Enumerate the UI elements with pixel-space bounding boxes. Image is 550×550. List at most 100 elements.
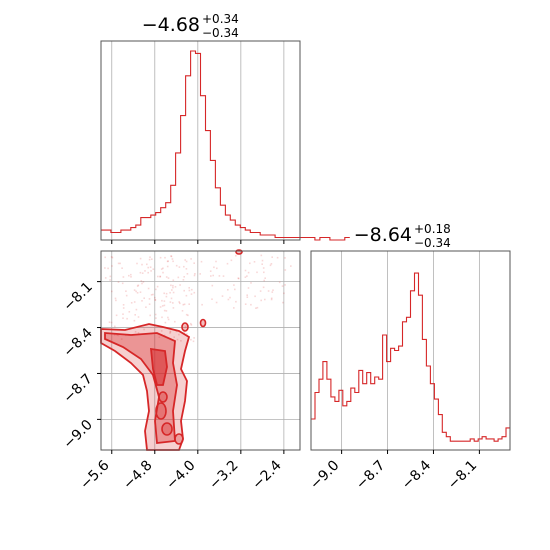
contour-sample-point — [147, 266, 149, 269]
contour-sample-point — [155, 317, 157, 319]
contour-sample-point — [190, 338, 192, 341]
contour-sample-point — [244, 269, 247, 272]
contour-island — [158, 391, 168, 403]
contour-sample-point — [221, 295, 224, 297]
contour-sample-point — [174, 320, 176, 323]
contour-sample-point — [164, 256, 166, 259]
histogram-panel-2: −9.0 −8.7 −8.4 −8.1 −8.64 +0.18 −0.34 — [307, 222, 511, 493]
contour-sample-point — [167, 260, 169, 262]
histogram-2-bin — [359, 370, 363, 450]
histogram-2-bin — [379, 379, 383, 450]
contour-sample-point — [178, 333, 180, 336]
contour-sample-point — [150, 294, 153, 296]
contour-sample-point — [264, 298, 266, 301]
histogram-2-bin — [438, 415, 442, 450]
contour-sample-point — [216, 267, 218, 270]
contour-sample-point — [227, 298, 230, 301]
contour-sample-point — [172, 307, 175, 309]
histogram-2-bin — [474, 441, 478, 450]
contour-sample-point — [104, 256, 106, 259]
histogram-2-bin — [506, 428, 510, 450]
histogram-1-bin — [176, 153, 181, 240]
histogram-2-bin — [490, 439, 494, 450]
contour-sample-point — [261, 263, 263, 265]
contour-sample-point — [159, 256, 162, 259]
histogram-1-bin — [235, 225, 240, 240]
histogram-1-bin — [101, 230, 106, 240]
contour-sample-point — [250, 303, 252, 306]
histogram-1-bin — [161, 208, 166, 240]
histogram-2-bin — [442, 432, 446, 450]
contour-sample-point — [190, 322, 192, 325]
contour-sample-point — [122, 276, 125, 278]
contour-sample-point — [229, 296, 231, 299]
histogram-1-bin — [141, 218, 146, 240]
contour-sample-point — [135, 290, 137, 293]
histogram-1-bin — [255, 233, 260, 240]
contour-sample-point — [116, 334, 118, 336]
contour-sample-point — [176, 338, 179, 341]
contour-sample-point — [159, 275, 162, 278]
contour-sample-point — [111, 265, 113, 267]
contour-sample-point — [125, 294, 128, 297]
contour-sample-point — [200, 260, 203, 263]
contour-sample-point — [185, 313, 188, 316]
contour-x-tick-label: −2.4 — [249, 457, 284, 492]
contour-sample-point — [276, 256, 279, 259]
contour-sample-point — [238, 277, 240, 280]
contour-sample-point — [183, 303, 186, 306]
histogram-2-title-value: −8.64 — [354, 224, 412, 246]
contour-sample-point — [193, 274, 196, 277]
contour-sample-point — [183, 331, 186, 334]
contour-sample-point — [149, 314, 151, 317]
histogram-2-bin — [399, 346, 403, 450]
contour-sample-point — [143, 328, 145, 331]
histogram-2-bin — [383, 335, 387, 450]
contour-sample-point — [125, 290, 127, 292]
contour-sample-point — [262, 267, 265, 269]
contour-sample-point — [182, 303, 185, 306]
contour-sample-point — [128, 311, 131, 313]
contour-sample-point — [152, 268, 155, 270]
histogram-1-bin — [210, 160, 215, 240]
contour-sample-point — [182, 279, 185, 281]
histogram-2-bin — [343, 406, 347, 450]
histogram-2-title: −8.64 +0.18 −0.34 — [354, 222, 451, 250]
contour-sample-point — [110, 256, 113, 258]
contour-sample-point — [215, 260, 217, 263]
contour-sample-point — [183, 329, 186, 331]
contour-sample-point — [181, 310, 184, 312]
histogram-1-grid — [111, 41, 285, 240]
histogram-1-step-line — [101, 50, 350, 241]
contour-sample-point — [179, 284, 181, 286]
contour-sample-point — [149, 256, 151, 258]
histogram-1-bin — [225, 215, 230, 240]
histogram-2-bin — [315, 393, 319, 450]
contour-sample-point — [144, 270, 146, 272]
histogram-1-bin — [126, 230, 131, 240]
histogram-2-steps — [311, 272, 510, 450]
contour-sample-point — [179, 302, 181, 305]
contour-sample-point — [260, 254, 263, 257]
contour-sample-point — [209, 270, 212, 272]
histogram-2-bin — [367, 373, 371, 450]
contour-sample-point — [178, 266, 181, 268]
contour-sample-point — [158, 336, 161, 338]
contour-sample-point — [162, 267, 164, 270]
contour-x-tick-label: −4.0 — [163, 458, 198, 493]
histogram-2-bin — [331, 397, 335, 450]
histogram-1-bin — [230, 220, 235, 240]
contour-sample-point — [117, 262, 120, 265]
contour-sample-point — [175, 330, 178, 333]
contour-sample-point — [247, 287, 250, 289]
contour-sample-point — [148, 303, 151, 305]
contour-sample-point — [139, 271, 142, 274]
contour-sample-point — [227, 289, 229, 291]
histogram-2-x-tick-label: −8.1 — [445, 458, 480, 493]
contour-sample-point — [151, 258, 153, 260]
contour-sample-point — [159, 306, 162, 308]
histogram-1-ticks — [111, 240, 285, 244]
contour-sample-point — [154, 296, 156, 299]
histogram-2-bin — [363, 384, 367, 450]
contour-sample-point — [211, 284, 214, 287]
